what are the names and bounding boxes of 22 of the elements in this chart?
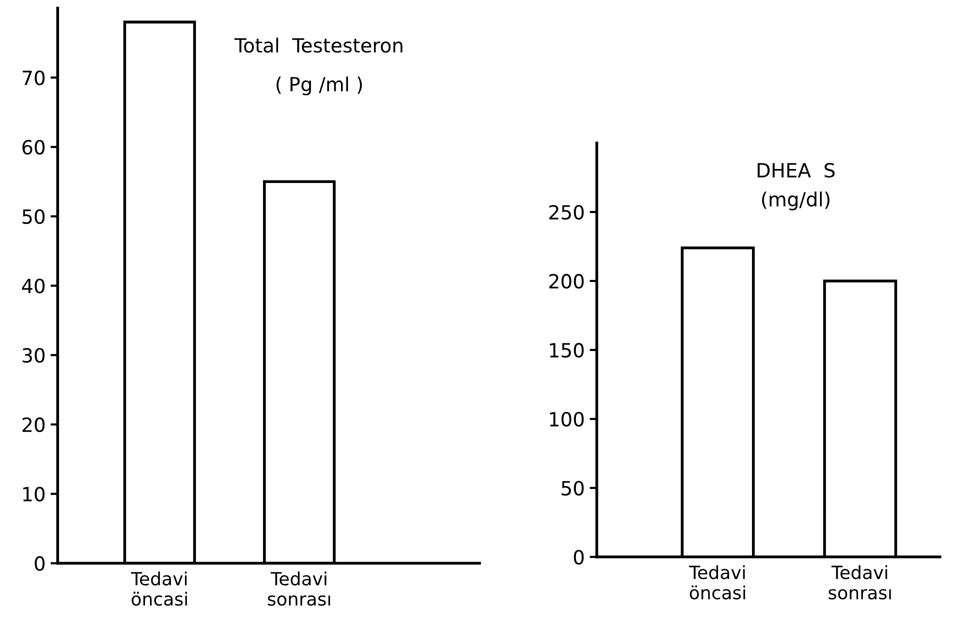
x-tick-label: Tedavi sonrası xyxy=(828,565,891,600)
y-tick-label: 20 xyxy=(22,417,45,432)
y-tick-label: 70 xyxy=(22,70,45,86)
y-tick-label: 40 xyxy=(22,278,45,294)
x-tick-label: Tedavi sonrası xyxy=(268,572,330,606)
y-tick-label: 10 xyxy=(23,486,45,502)
y-tick-label: 250 xyxy=(549,204,584,220)
y-tick-label: 50 xyxy=(22,209,45,224)
x-tick-label: Tedavi öncasi xyxy=(689,565,746,600)
y-tick-label: 0 xyxy=(34,556,45,571)
y-tick-label: 0 xyxy=(574,550,584,565)
x-tick-label: Tedavi öncasi xyxy=(130,572,187,606)
y-tick-label: 50 xyxy=(562,480,584,496)
text: DHEA S xyxy=(758,162,835,178)
y-tick-label: 60 xyxy=(22,140,45,155)
text: ( Pg /ml ) xyxy=(276,76,362,96)
text: Total Testesteron xyxy=(234,38,402,53)
y-tick-label: 30 xyxy=(22,348,45,363)
text: (mg/dl) xyxy=(762,192,830,210)
y-tick-label: 200 xyxy=(549,274,584,289)
y-tick-label: 150 xyxy=(550,342,584,358)
y-tick-label: 100 xyxy=(550,412,584,427)
